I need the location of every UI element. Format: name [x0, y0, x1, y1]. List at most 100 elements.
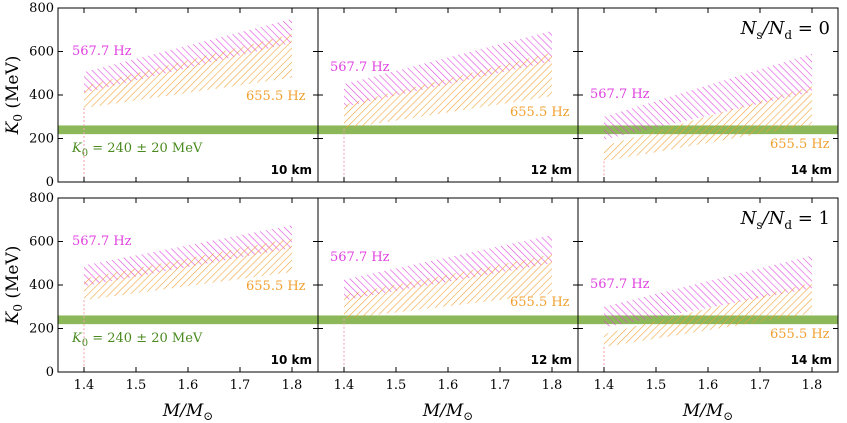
- x-axis-title-main: M/M: [422, 401, 464, 421]
- y-tick-label: 200: [29, 322, 54, 337]
- series-label-magenta: 567.7 Hz: [590, 277, 650, 292]
- y-tick-label: 800: [29, 191, 54, 206]
- x-tick-label: 1.7: [750, 378, 771, 393]
- series-region-orange: [84, 34, 292, 109]
- k0-subscript: 0: [82, 338, 88, 349]
- ratio-sub-d: d: [784, 28, 792, 42]
- k0-band-label: K0 = 240 ± 20 MeV: [71, 141, 203, 159]
- x-tick-label: 1.7: [230, 378, 251, 393]
- y-tick-label: 400: [29, 88, 54, 103]
- y-axis-title-unit: (MeV): [3, 246, 23, 304]
- y-tick-label: 0: [46, 365, 54, 380]
- k0-band: [318, 125, 578, 135]
- x-tick-label: 1.8: [802, 378, 823, 393]
- radius-label: 14 km: [791, 163, 832, 177]
- ratio-sub-d: d: [784, 218, 792, 232]
- y-axis-title-unit: (MeV): [3, 56, 23, 114]
- x-tick-label: 1.6: [178, 378, 199, 393]
- series-region-orange: [344, 254, 552, 319]
- ratio-value: = 1: [792, 208, 830, 229]
- panel-0-1: 567.7 Hz 655.5 Hz 12 km: [317, 7, 579, 183]
- series-region-magenta: [604, 53, 812, 140]
- series-region-orange: [604, 86, 812, 162]
- series-label-orange: 655.5 Hz: [510, 295, 570, 310]
- x-axis-title-sub: ⊙: [203, 409, 213, 423]
- ratio-label: Ns/Nd = 1: [740, 208, 830, 232]
- panel-1-2: 567.7 Hz 655.5 Hz 14 km Ns/Nd = 1: [577, 197, 839, 373]
- radius-label: 14 km: [791, 353, 832, 367]
- ratio-label: Ns/Nd = 0: [740, 18, 830, 42]
- series-region-magenta: [344, 30, 552, 107]
- x-tick-label: 1.6: [438, 378, 459, 393]
- series-label-orange: 655.5 Hz: [770, 327, 830, 342]
- k0-band-value: = 240 ± 20 MeV: [88, 141, 203, 156]
- panel-plot-area: [58, 18, 318, 182]
- y-axis-title: K0 (MeV): [3, 246, 25, 326]
- panel-1-1: 567.7 Hz 655.5 Hz 12 km: [317, 197, 579, 373]
- ratio-mid: /N: [761, 208, 786, 229]
- k0-band-value: = 240 ± 20 MeV: [88, 331, 203, 346]
- panel-0-2: 567.7 Hz 655.5 Hz 14 km Ns/Nd = 0: [577, 7, 839, 183]
- series-region-magenta: [344, 234, 552, 301]
- x-axis-title-sub: ⊙: [723, 409, 733, 423]
- x-tick-label: 1.5: [646, 378, 667, 393]
- x-tick-label: 1.4: [594, 378, 615, 393]
- panel-plot-area: [318, 30, 578, 182]
- panel-0-0: 567.7 Hz 655.5 Hz K0 = 240 ± 20 MeV 10 km: [57, 7, 319, 183]
- x-tick-label: 1.6: [698, 378, 719, 393]
- x-tick-label: 1.8: [542, 378, 563, 393]
- radius-label: 10 km: [271, 353, 312, 367]
- series-label-orange: 655.5 Hz: [246, 279, 306, 294]
- series-label-magenta: 567.7 Hz: [72, 234, 132, 249]
- y-axis-title-sub: 0: [11, 114, 25, 122]
- k0-band-label: K0 = 240 ± 20 MeV: [71, 331, 203, 349]
- y-tick-label: 200: [29, 132, 54, 147]
- k0-subscript: 0: [82, 148, 88, 159]
- x-tick-label: 1.4: [334, 378, 355, 393]
- x-tick-label: 1.5: [126, 378, 147, 393]
- series-region-magenta: [604, 255, 812, 328]
- y-axis-title-sub: 0: [11, 304, 25, 312]
- ratio-sub-s: s: [756, 28, 762, 42]
- y-tick-label: 600: [29, 45, 54, 60]
- y-tick-label: 600: [29, 235, 54, 250]
- radius-label: 12 km: [531, 163, 572, 177]
- series-region-orange: [84, 238, 292, 301]
- x-axis-title-main: M/M: [162, 401, 204, 421]
- series-label-magenta: 567.7 Hz: [330, 60, 390, 75]
- series-label-orange: 655.5 Hz: [770, 137, 830, 152]
- x-tick-label: 1.5: [386, 378, 407, 393]
- panel-plot-area: [318, 234, 578, 372]
- radius-label: 10 km: [271, 163, 312, 177]
- series-region-orange: [344, 52, 552, 129]
- series-label-orange: 655.5 Hz: [510, 105, 570, 120]
- y-axis-title-main: K: [3, 310, 23, 325]
- series-label-magenta: 567.7 Hz: [72, 44, 132, 59]
- series-region-orange: [604, 282, 812, 347]
- ratio-mid: /N: [761, 18, 786, 39]
- x-axis-title: M/M⊙: [422, 401, 474, 423]
- radius-label: 12 km: [531, 353, 572, 367]
- series-label-orange: 655.5 Hz: [246, 89, 306, 104]
- series-label-magenta: 567.7 Hz: [590, 87, 650, 102]
- ratio-n: N: [740, 18, 758, 39]
- panel-plot-area: [58, 225, 318, 372]
- panel-1-0: 567.7 Hz 655.5 Hz K0 = 240 ± 20 MeV 10 km: [57, 197, 319, 373]
- x-tick-label: 1.8: [282, 378, 303, 393]
- ratio-n: N: [740, 208, 758, 229]
- k0-symbol: K: [71, 331, 83, 346]
- x-axis-title: M/M⊙: [682, 401, 734, 423]
- ratio-value: = 0: [792, 18, 830, 39]
- ratio-sub-s: s: [756, 218, 762, 232]
- k0-band: [318, 315, 578, 325]
- series-label-magenta: 567.7 Hz: [330, 250, 390, 265]
- k0-band: [58, 315, 318, 325]
- y-axis-title: K0 (MeV): [3, 56, 25, 136]
- x-tick-label: 1.4: [74, 378, 95, 393]
- k0-symbol: K: [71, 141, 83, 156]
- x-axis-title-sub: ⊙: [463, 409, 473, 423]
- y-tick-label: 400: [29, 278, 54, 293]
